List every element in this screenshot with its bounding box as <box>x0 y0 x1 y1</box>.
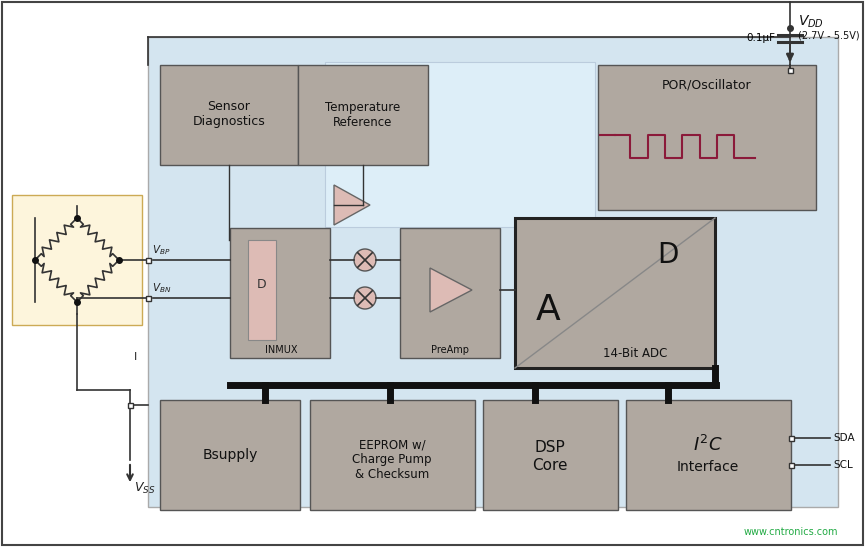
Text: D: D <box>257 278 266 292</box>
Text: A: A <box>535 293 561 327</box>
Text: I: I <box>134 352 138 362</box>
Bar <box>298 65 428 165</box>
Circle shape <box>354 249 376 271</box>
Text: DSP: DSP <box>535 439 566 455</box>
Text: Sensor: Sensor <box>208 101 251 113</box>
Bar <box>145 258 151 263</box>
Bar <box>400 228 500 358</box>
Text: $I^2C$: $I^2C$ <box>693 435 723 455</box>
Bar <box>12 195 142 325</box>
Circle shape <box>354 287 376 309</box>
Bar <box>127 403 132 408</box>
Bar <box>248 240 276 340</box>
Bar <box>310 400 475 510</box>
Text: D: D <box>657 241 679 269</box>
Bar <box>325 62 595 227</box>
Bar <box>789 463 793 468</box>
Text: Core: Core <box>532 457 567 473</box>
Text: SDA: SDA <box>833 433 855 443</box>
Text: $V_{SS}$: $V_{SS}$ <box>134 481 156 496</box>
Text: POR/Oscillator: POR/Oscillator <box>663 79 752 91</box>
Polygon shape <box>430 268 472 312</box>
Bar <box>787 67 792 73</box>
Text: $V_{DD}$: $V_{DD}$ <box>798 14 824 30</box>
Text: & Checksum: & Checksum <box>355 468 429 481</box>
Text: (2.7V - 5.5V): (2.7V - 5.5V) <box>798 31 860 41</box>
Text: EEPROM w/: EEPROM w/ <box>359 439 426 451</box>
Text: $V_{BN}$: $V_{BN}$ <box>152 281 171 295</box>
Text: Reference: Reference <box>333 115 393 129</box>
Text: SCL: SCL <box>833 460 853 470</box>
Text: 14-Bit ADC: 14-Bit ADC <box>603 347 667 360</box>
Bar <box>515 218 715 368</box>
Bar <box>160 65 298 165</box>
Text: Interface: Interface <box>677 460 739 474</box>
Bar <box>148 37 838 507</box>
Text: INMUX: INMUX <box>265 345 298 355</box>
Bar <box>230 228 330 358</box>
Text: $V_{BP}$: $V_{BP}$ <box>152 243 170 257</box>
Text: www.cntronics.com: www.cntronics.com <box>744 527 838 537</box>
Polygon shape <box>334 185 370 225</box>
Bar <box>160 400 300 510</box>
Text: Charge Pump: Charge Pump <box>352 453 432 467</box>
Bar <box>483 400 618 510</box>
Text: PreAmp: PreAmp <box>431 345 469 355</box>
Text: Temperature: Temperature <box>325 101 400 113</box>
Bar <box>789 435 793 440</box>
Bar <box>626 400 791 510</box>
Bar <box>598 65 816 210</box>
Text: Bsupply: Bsupply <box>202 448 258 462</box>
Bar <box>145 295 151 300</box>
Text: 0.1μF: 0.1μF <box>746 33 775 43</box>
Text: Diagnostics: Diagnostics <box>193 115 266 129</box>
